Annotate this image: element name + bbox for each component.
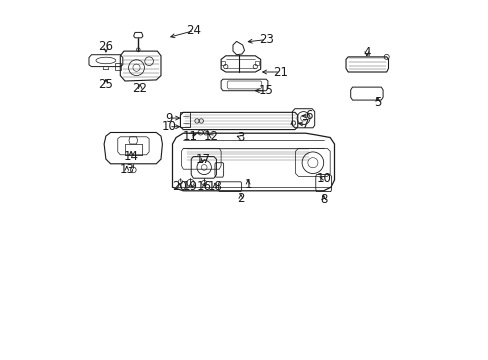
Text: 1: 1 (244, 178, 251, 191)
Text: 8: 8 (319, 193, 327, 206)
Text: 12: 12 (203, 130, 219, 143)
Text: 5: 5 (373, 96, 381, 109)
Text: 19: 19 (183, 180, 198, 193)
Text: 15: 15 (258, 84, 273, 97)
Text: 4: 4 (363, 46, 370, 59)
Text: 16: 16 (196, 180, 211, 193)
Text: 11: 11 (182, 130, 197, 143)
Text: 14: 14 (123, 150, 138, 163)
Text: 13: 13 (119, 163, 134, 176)
Text: 17: 17 (195, 153, 210, 166)
Text: 21: 21 (272, 66, 287, 78)
Text: 23: 23 (258, 33, 273, 46)
Text: 20: 20 (172, 180, 187, 193)
Text: 18: 18 (207, 180, 222, 193)
Text: 6: 6 (305, 109, 312, 122)
Text: 22: 22 (132, 82, 147, 95)
Text: 9: 9 (165, 112, 172, 125)
Text: 25: 25 (98, 78, 113, 91)
Text: 26: 26 (98, 40, 113, 53)
Text: 3: 3 (237, 131, 244, 144)
Text: 10: 10 (161, 120, 176, 133)
Text: 24: 24 (186, 24, 201, 37)
Text: 10: 10 (316, 172, 330, 185)
Text: 2: 2 (237, 192, 244, 205)
Text: 7: 7 (301, 118, 309, 131)
